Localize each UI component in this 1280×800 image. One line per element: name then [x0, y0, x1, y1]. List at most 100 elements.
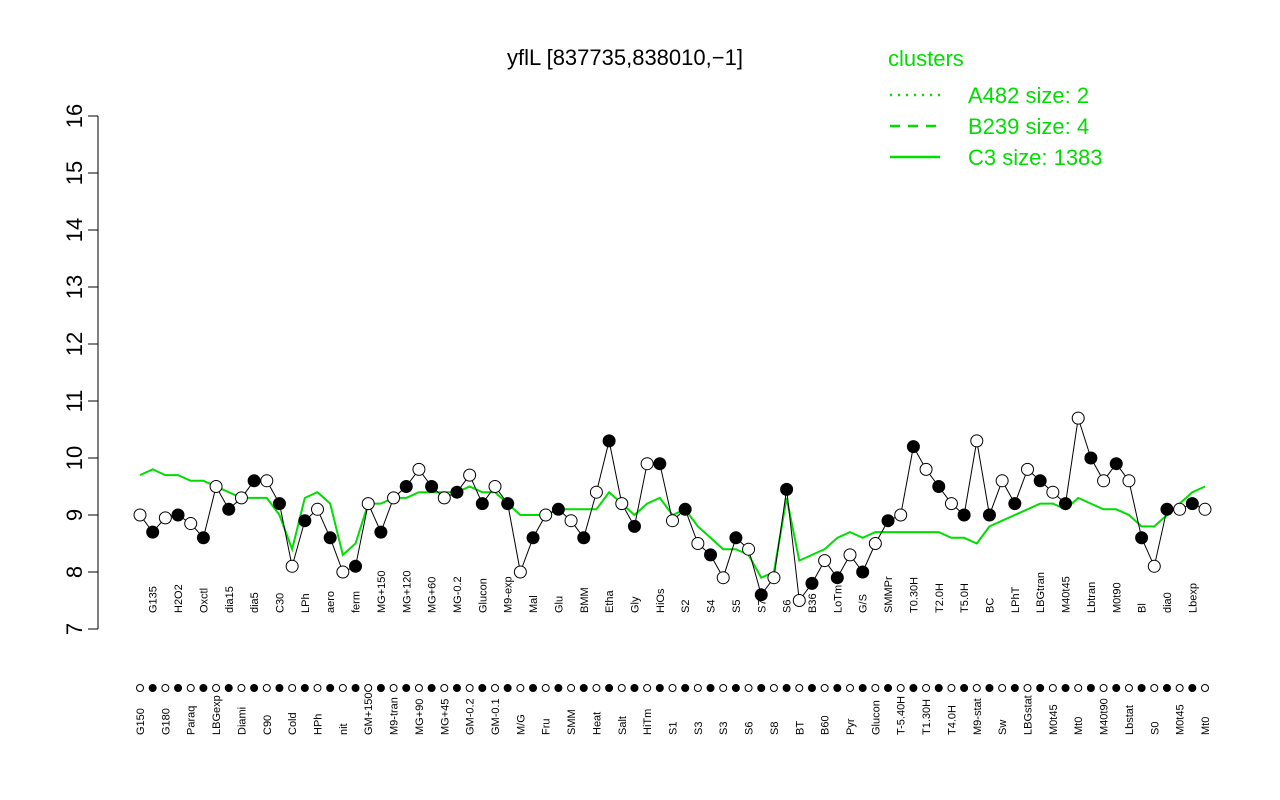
- point: [1033, 474, 1047, 488]
- rug-point: [503, 684, 512, 692]
- point: [1147, 559, 1161, 573]
- point-link: [202, 486, 217, 538]
- point: [767, 571, 781, 585]
- y-tick-label: 11: [62, 390, 87, 413]
- x-tick-label: SMM: [566, 709, 578, 735]
- point: [349, 559, 363, 573]
- x-tick-label: MG-0.2: [452, 576, 464, 613]
- rug-point: [706, 684, 715, 692]
- point: [298, 514, 312, 528]
- point: [868, 537, 882, 550]
- point: [146, 525, 160, 539]
- x-tick-label: MG+60: [427, 577, 439, 613]
- x-tick-label: Glu: [553, 596, 565, 613]
- x-tick-label: G/S: [858, 594, 870, 613]
- x-tick-label: Oxctl: [198, 588, 210, 613]
- point: [716, 571, 730, 585]
- rug-point: [617, 684, 626, 692]
- point: [1097, 474, 1111, 488]
- x-tick-label: S3: [718, 722, 730, 735]
- x-tick-label: B60: [820, 715, 832, 735]
- x-tick-label: Cold: [287, 712, 299, 735]
- rug-point: [300, 684, 309, 692]
- rug-point: [250, 684, 259, 692]
- rug-point: [364, 684, 373, 692]
- point: [792, 594, 806, 607]
- y-tick-label: 12: [62, 332, 87, 356]
- x-tick-label: C90: [262, 715, 274, 735]
- rug-point: [795, 684, 804, 692]
- rug-point: [719, 684, 728, 692]
- x-tick-label: M0t45: [1175, 704, 1187, 735]
- x-tick-label: Sw: [997, 720, 1009, 735]
- rug-point: [1074, 684, 1083, 692]
- rug-point: [782, 684, 791, 692]
- chart-title: yflL [837735,838010,−1]: [507, 45, 743, 70]
- y-tick-label: 10: [62, 446, 87, 470]
- x-tick-label: LPh: [300, 593, 312, 613]
- point: [754, 588, 768, 602]
- rug-point: [136, 684, 144, 692]
- point: [234, 491, 248, 505]
- point: [1109, 457, 1123, 471]
- rug-point: [275, 684, 284, 692]
- rug-point: [934, 684, 943, 692]
- point-link: [786, 489, 800, 601]
- rug-point: [402, 684, 411, 692]
- rug-point: [858, 684, 867, 692]
- point: [133, 508, 147, 522]
- point: [1084, 451, 1098, 465]
- rug-point: [414, 684, 423, 692]
- point: [906, 440, 920, 454]
- x-tick-label: C30: [274, 593, 286, 613]
- point: [475, 497, 489, 511]
- rug-point: [909, 684, 918, 692]
- rug-point: [212, 684, 221, 692]
- rug-point: [1188, 684, 1197, 692]
- x-tick-label: Diami: [236, 707, 248, 735]
- point: [957, 508, 971, 522]
- y-tick-label: 9: [62, 509, 87, 521]
- point-link: [291, 520, 306, 567]
- rug-point: [326, 684, 335, 692]
- rug-point: [833, 684, 842, 692]
- x-tick-label: T2.0H: [934, 583, 946, 613]
- point-link: [1128, 480, 1143, 538]
- rug-point: [1086, 684, 1095, 692]
- point: [856, 565, 870, 579]
- point: [742, 542, 756, 556]
- rug-point: [769, 684, 778, 692]
- point: [399, 480, 413, 493]
- point: [425, 480, 439, 493]
- rug-point: [1124, 684, 1133, 692]
- rug-point: [807, 684, 816, 692]
- rug-point: [491, 684, 499, 692]
- x-tick-label: dia5: [249, 592, 261, 613]
- x-tick-label: S1: [668, 722, 680, 735]
- rug-point: [998, 684, 1007, 692]
- rug-point: [1112, 684, 1121, 692]
- point: [944, 497, 958, 511]
- point: [463, 468, 477, 482]
- point-link: [722, 537, 737, 578]
- point: [830, 571, 844, 585]
- x-tick-label: M9-exp: [503, 576, 515, 613]
- x-tick-label: B36: [807, 593, 819, 613]
- rug-point: [884, 684, 893, 692]
- point: [653, 457, 667, 471]
- point-link: [1077, 417, 1092, 459]
- point: [336, 565, 350, 579]
- rug-point: [554, 684, 563, 692]
- x-tick-label: Mal: [528, 595, 540, 613]
- point: [1173, 502, 1187, 516]
- point: [1122, 474, 1136, 488]
- point-link: [633, 463, 648, 527]
- point: [1185, 497, 1199, 511]
- x-tick-label: S7: [756, 600, 768, 613]
- rug-point: [1061, 684, 1070, 692]
- rug-point: [516, 684, 525, 692]
- x-tick-label: M40t45: [1061, 576, 1073, 613]
- x-tick-label: Salt: [617, 716, 629, 735]
- rug-point: [237, 684, 246, 692]
